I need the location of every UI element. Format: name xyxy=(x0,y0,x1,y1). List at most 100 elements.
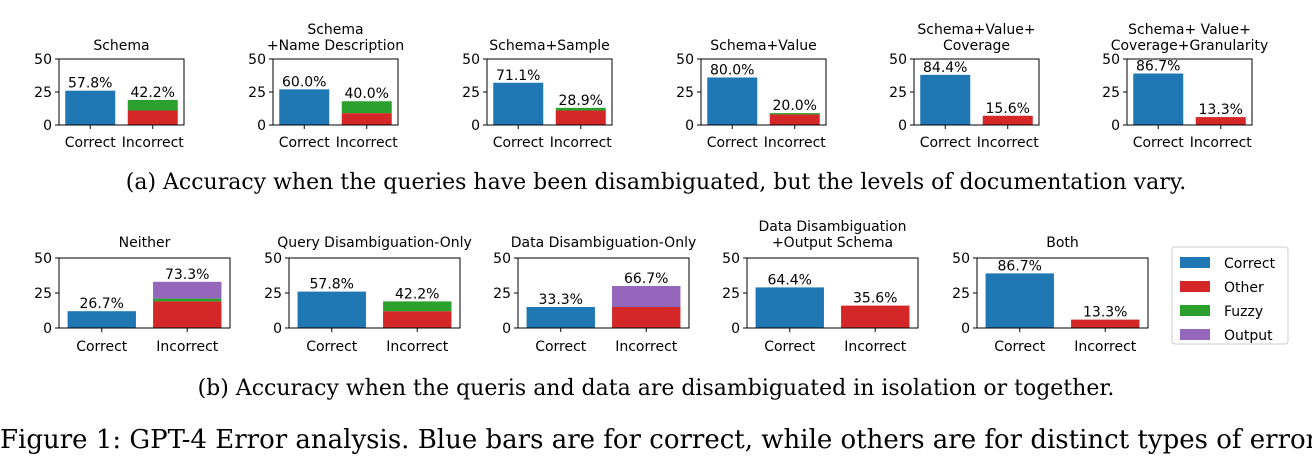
y-tick-label: 50 xyxy=(952,251,970,267)
bar-correct xyxy=(65,90,116,125)
bar-value-label: 35.6% xyxy=(853,291,897,307)
bar-value-label: 57.8% xyxy=(310,277,354,293)
bar-other xyxy=(127,110,178,125)
bar-value-label: 60.0% xyxy=(282,74,326,90)
legend-swatch-output xyxy=(1180,329,1210,340)
bar-value-label: 28.9% xyxy=(559,93,603,109)
y-tick-label: 0 xyxy=(731,321,740,337)
legend-label-correct: Correct xyxy=(1224,256,1276,272)
bar-fuzzy xyxy=(153,298,222,302)
bar-value-label: 73.3% xyxy=(165,267,209,283)
y-tick-label: 50 xyxy=(34,52,52,68)
plot-frame xyxy=(486,58,613,126)
bar-value-label: 84.4% xyxy=(923,60,967,76)
bar-value-label: 15.6% xyxy=(986,101,1030,117)
legend-box xyxy=(1171,246,1289,345)
bar-value-label: 42.2% xyxy=(395,286,439,302)
bar-value-label: 20.0% xyxy=(773,98,817,114)
plot-frame xyxy=(517,257,690,329)
bar-correct xyxy=(297,291,366,328)
subplot-2: Schema+Name Description 60.0% Correct 40.0%… xyxy=(248,22,404,151)
caption-b: (b) Accuracy when the queris and data ar… xyxy=(197,376,1115,401)
y-tick-label: 50 xyxy=(493,251,511,267)
legend-swatch-other xyxy=(1180,281,1210,292)
subplots: Schema57.8%Correct42.2%Incorrect02550Sch… xyxy=(34,22,1268,355)
bar-value-label: 57.8% xyxy=(68,76,112,92)
subplot-title: Data Disambiguation xyxy=(759,219,907,235)
x-tick-label: Incorrect xyxy=(764,135,827,151)
legend: Correct Other Fuzzy Output xyxy=(1171,246,1289,345)
y-tick-label: 50 xyxy=(722,251,740,267)
x-tick-label: Incorrect xyxy=(550,135,613,151)
bar-fuzzy xyxy=(555,107,606,111)
subplot-title: Data Disambiguation-Only xyxy=(511,235,697,251)
subplot-title: Schema+Sample xyxy=(489,38,610,54)
plot-frame xyxy=(58,257,231,329)
plot-frame xyxy=(288,257,461,329)
legend-label-output: Output xyxy=(1224,328,1273,344)
subplot-6: Schema+ Value+Coverage+Granularity 86.7% C… xyxy=(1102,22,1268,151)
plot-frame xyxy=(58,58,185,126)
y-tick-label: 50 xyxy=(248,52,266,68)
x-tick-label: Correct xyxy=(76,339,128,355)
y-tick-label: 0 xyxy=(1111,118,1120,134)
y-tick-label: 0 xyxy=(471,118,480,134)
y-tick-label: 25 xyxy=(462,85,480,101)
subplot-title: +Name Description xyxy=(267,38,404,54)
bar-value-label: 33.3% xyxy=(539,292,583,308)
bar-correct xyxy=(526,307,595,328)
y-tick-label: 0 xyxy=(685,118,694,134)
subplot-title: Schema xyxy=(93,38,149,54)
y-tick-label: 50 xyxy=(264,251,282,267)
y-tick-label: 50 xyxy=(1102,52,1120,68)
bar-other xyxy=(383,311,452,328)
bar-fuzzy xyxy=(769,113,820,115)
plot-frame xyxy=(746,257,919,329)
bar-value-label: 42.2% xyxy=(131,85,175,101)
bar-correct xyxy=(493,82,544,125)
bar-value-label: 40.0% xyxy=(345,86,389,102)
subplot-7: Neither 26.7% Correct 73.3% Incorrect 0 25 50 xyxy=(34,235,231,355)
subplot-title: Query Disambiguation-Only xyxy=(277,235,472,251)
bar-value-label: 71.1% xyxy=(496,68,540,84)
bar-other xyxy=(341,113,392,125)
plot-frame xyxy=(976,257,1149,329)
subplot-10: Data Disambiguation+Output Schema 64.4% Co… xyxy=(722,219,919,355)
subplot-title: Coverage xyxy=(943,38,1010,54)
bar-output xyxy=(612,286,681,307)
bar-correct xyxy=(920,74,971,125)
y-tick-label: 0 xyxy=(961,321,970,337)
bar-other xyxy=(1071,319,1140,328)
subplot-3: Schema+Sample 71.1% Correct 28.9% Incorrect 0… xyxy=(462,38,613,151)
x-tick-label: Correct xyxy=(994,339,1046,355)
y-tick-label: 0 xyxy=(502,321,511,337)
x-tick-label: Incorrect xyxy=(1074,339,1137,355)
subplot-title: Neither xyxy=(119,235,171,251)
y-tick-label: 50 xyxy=(676,52,694,68)
bar-other xyxy=(153,301,222,328)
bar-correct xyxy=(707,77,758,125)
x-tick-label: Incorrect xyxy=(386,339,449,355)
y-tick-label: 25 xyxy=(264,286,282,302)
y-tick-label: 50 xyxy=(34,251,52,267)
bar-other xyxy=(612,307,681,328)
subplot-title: Coverage+Granularity xyxy=(1111,38,1269,54)
plot-frame xyxy=(1126,58,1253,126)
subplot-title: Schema+Value+ xyxy=(917,22,1035,38)
y-tick-label: 25 xyxy=(34,85,52,101)
bar-correct xyxy=(279,89,330,125)
x-tick-label: Incorrect xyxy=(336,135,399,151)
y-tick-label: 25 xyxy=(493,286,511,302)
legend-swatch-correct xyxy=(1180,257,1210,268)
plot-frame xyxy=(272,58,399,126)
bar-value-label: 80.0% xyxy=(710,62,754,78)
bar-correct xyxy=(985,273,1054,328)
subplot-title: +Output Schema xyxy=(772,235,893,251)
y-tick-label: 0 xyxy=(257,118,266,134)
bar-value-label: 86.7% xyxy=(998,258,1042,274)
bar-other xyxy=(1195,117,1246,125)
y-tick-label: 50 xyxy=(462,52,480,68)
bar-value-label: 64.4% xyxy=(768,272,812,288)
